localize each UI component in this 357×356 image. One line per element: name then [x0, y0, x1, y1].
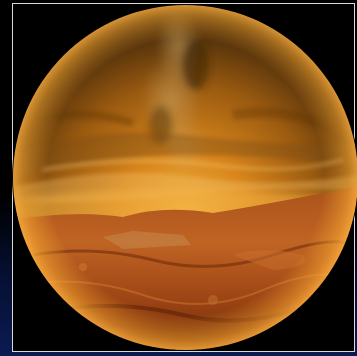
fisheye-scene: [13, 5, 357, 350]
lens-rim-glow: [13, 5, 357, 350]
fisheye-panorama: [13, 5, 357, 350]
